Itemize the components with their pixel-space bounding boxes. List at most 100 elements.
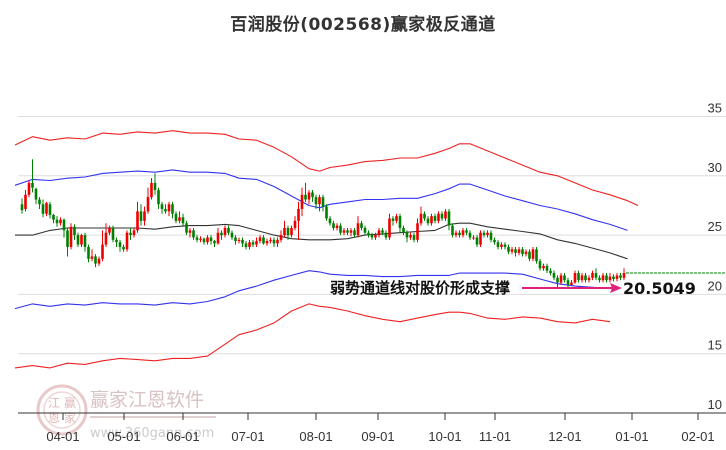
candle-body [20, 204, 24, 211]
candle-body [472, 237, 475, 239]
candle-body [24, 194, 27, 210]
candle-body [370, 235, 374, 238]
candle-body [461, 230, 465, 236]
candle-body [195, 237, 199, 240]
candle-body [398, 216, 402, 228]
x-tick-label: 12-01 [548, 429, 581, 444]
candle-body [493, 239, 496, 243]
candle-body [507, 246, 510, 252]
candle-body [622, 273, 626, 278]
y-tick-label: 25 [708, 219, 722, 234]
y-tick-label: 35 [708, 101, 722, 116]
candle-body [62, 219, 66, 231]
lower-inner-band [14, 270, 611, 310]
candle-body [594, 273, 598, 278]
candle-body [31, 182, 34, 188]
candle-body [132, 230, 136, 236]
y-gridlines [18, 116, 726, 355]
candle-body [157, 190, 160, 205]
candle-body [601, 275, 605, 281]
candle-body [605, 275, 608, 281]
watermark-logo-icon [36, 384, 88, 436]
candle-body [178, 217, 181, 221]
candle-body [440, 213, 444, 219]
candle-body [192, 230, 195, 238]
candle-body [381, 230, 384, 233]
candle-body [437, 213, 440, 221]
candle-body [426, 218, 430, 224]
candle-body [188, 230, 192, 233]
candle-body [227, 227, 230, 233]
candle-body [325, 206, 328, 219]
candle-body [45, 203, 48, 214]
candle-body [409, 235, 412, 238]
candle-body [118, 242, 122, 247]
candle-body [87, 246, 90, 259]
candle-body [101, 244, 104, 259]
candle-body [272, 239, 276, 244]
watermark-name: 赢家江恩软件 [90, 389, 204, 411]
candle-body [405, 232, 409, 238]
x-axis: 04-01 05-01 06-01 07-01 08-01 09-01 10-01 11-01… [18, 412, 726, 444]
candle-body [573, 273, 577, 283]
candle-body [262, 237, 265, 244]
candle-body [612, 276, 615, 279]
candle-body [542, 265, 545, 269]
candle-body [230, 232, 234, 238]
candlesticks [20, 159, 626, 288]
candle-body [241, 239, 244, 244]
candle-body [339, 225, 342, 233]
candle-body [552, 273, 556, 278]
candle-body [619, 275, 622, 278]
candle-body [423, 213, 426, 219]
candle-body [276, 239, 279, 244]
candle-body [48, 204, 52, 215]
x-tick-label: 08-01 [299, 429, 332, 444]
candle-body [517, 249, 521, 253]
candle-body [444, 211, 447, 219]
candle-body [615, 275, 619, 279]
candle-body [27, 182, 31, 195]
candle-body [563, 275, 566, 281]
watermark-logo-char: 赢 [64, 395, 76, 410]
y-tick-label: 30 [708, 160, 722, 175]
candle-body [500, 244, 503, 247]
candle-body [514, 249, 517, 253]
candle-body [209, 237, 213, 242]
candle-body [510, 249, 514, 252]
watermark: 江赢恩 家赢家江恩软件 www.360gann.com [36, 384, 216, 441]
candle-body [269, 239, 272, 242]
candle-body [545, 265, 549, 271]
candle-body [447, 211, 451, 226]
candle-body [475, 237, 479, 245]
candle-body [311, 192, 314, 198]
candle-body [150, 182, 153, 198]
candle-body [111, 227, 115, 240]
candle-body [395, 216, 398, 221]
candle-body [248, 242, 251, 247]
x-tick-label: 04-01 [46, 429, 79, 444]
candle-body [41, 204, 45, 214]
candle-body [90, 256, 94, 259]
candle-body [454, 232, 458, 236]
candle-body [251, 242, 255, 245]
annotation-value: 20.5049 [623, 279, 696, 298]
candle-body [304, 194, 307, 200]
candle-body [216, 232, 220, 244]
upper-outer-band [14, 130, 639, 207]
candle-body [290, 227, 293, 236]
x-tick-label: 01-01 [615, 429, 648, 444]
candle-body [580, 275, 584, 281]
x-tick-label: 06-01 [166, 429, 199, 444]
candle-body [332, 223, 335, 228]
candle-body [125, 232, 129, 250]
candle-body [213, 241, 216, 244]
candle-body [300, 194, 304, 210]
x-tick-label: 10-01 [428, 429, 461, 444]
candle-body [297, 209, 300, 221]
candle-body [34, 188, 38, 200]
candle-body [451, 225, 454, 236]
candle-body [283, 227, 286, 236]
candle-body [458, 232, 461, 236]
